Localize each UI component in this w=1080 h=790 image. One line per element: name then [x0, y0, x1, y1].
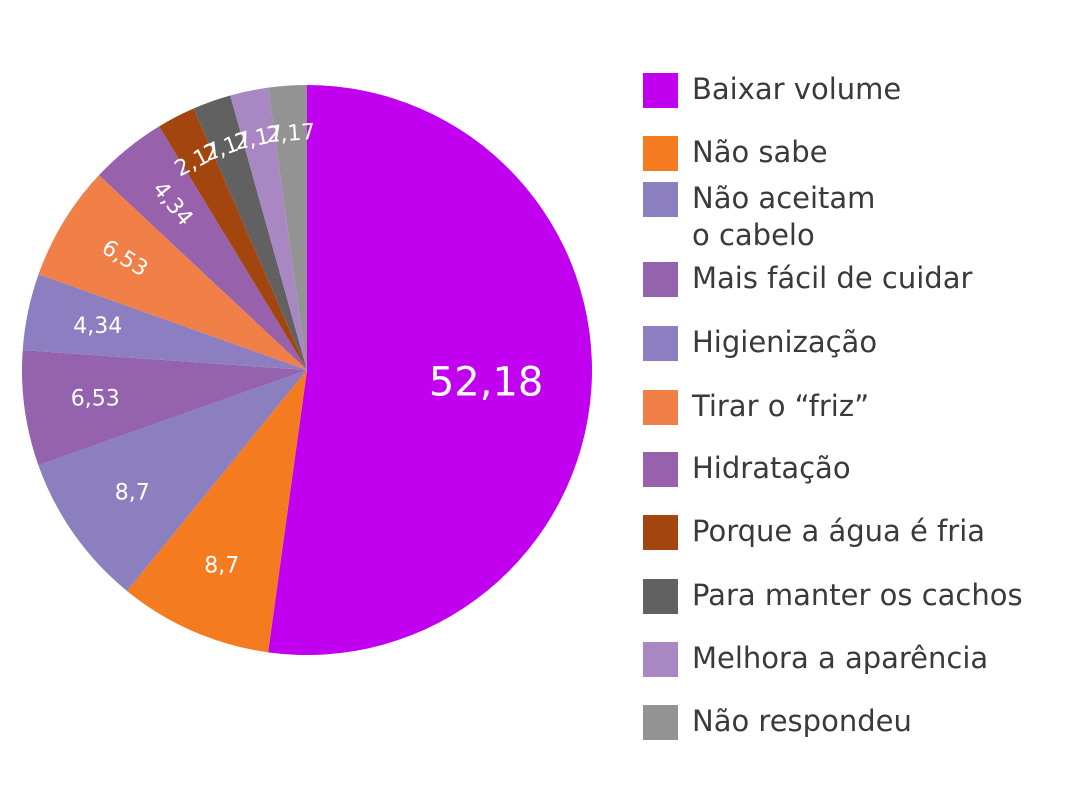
- legend-swatch: [643, 515, 678, 550]
- legend-item: Baixar volume: [643, 72, 902, 108]
- legend-item: Higienização: [643, 325, 878, 361]
- legend-item: Tirar o “friz”: [643, 389, 870, 425]
- pie-slices: [22, 85, 593, 655]
- slice-value-label: 52,18: [429, 359, 544, 405]
- legend-item: Não aceitam o cabelo: [643, 181, 876, 254]
- pie-slice: [268, 85, 307, 370]
- legend-swatch: [643, 452, 678, 487]
- pie-slice: [22, 274, 307, 370]
- legend-item: Não respondeu: [643, 704, 912, 740]
- legend-swatch: [643, 326, 678, 361]
- legend-item: Mais fácil de cuidar: [643, 261, 973, 297]
- pie-slice: [98, 126, 308, 370]
- legend-item: Para manter os cachos: [643, 578, 1023, 614]
- pie-chart: 52,188,78,76,534,346,534,342,172,172,172…: [22, 85, 593, 655]
- pie-slice: [126, 370, 307, 653]
- pie-slice: [159, 108, 307, 370]
- pie-slice: [230, 87, 307, 371]
- legend-swatch: [643, 390, 678, 425]
- legend-swatch: [643, 182, 678, 217]
- legend-swatch: [643, 136, 678, 171]
- legend-label: Não sabe: [692, 135, 828, 169]
- legend-swatch: [643, 705, 678, 740]
- pie-slice: [268, 85, 593, 655]
- legend-label: Hidratação: [692, 451, 851, 485]
- slice-value-label: 2,17: [266, 120, 317, 148]
- legend-label: Melhora a aparência: [692, 641, 989, 675]
- legend-item: Não sabe: [643, 135, 828, 171]
- pie-slice: [38, 175, 307, 370]
- pie-slice: [22, 350, 308, 466]
- legend-label: Higienização: [692, 325, 878, 359]
- slice-value-label: 8,7: [115, 481, 150, 506]
- legend-item: Hidratação: [643, 451, 851, 487]
- slice-value-label: 6,53: [71, 386, 120, 411]
- legend-swatch: [643, 262, 678, 297]
- pie-slice: [193, 95, 307, 371]
- legend: Baixar volume Não sabe Não aceitam o cabel…: [643, 0, 1073, 790]
- legend-item: Porque a água é fria: [643, 514, 986, 550]
- legend-label: Mais fácil de cuidar: [692, 261, 973, 295]
- legend-label: Tirar o “friz”: [692, 389, 870, 423]
- legend-label: Não aceitam o cabelo: [692, 181, 876, 252]
- slice-value-label: 8,7: [204, 554, 239, 579]
- pie-slice: [38, 370, 308, 591]
- legend-swatch: [643, 579, 678, 614]
- slice-value-label: 4,34: [73, 314, 122, 339]
- legend-label: Para manter os cachos: [692, 578, 1023, 612]
- legend-label: Não respondeu: [692, 704, 912, 738]
- legend-swatch: [643, 73, 678, 108]
- legend-item: Melhora a aparência: [643, 641, 989, 677]
- legend-label: Porque a água é fria: [692, 514, 986, 548]
- legend-swatch: [643, 642, 678, 677]
- legend-label: Baixar volume: [692, 72, 902, 106]
